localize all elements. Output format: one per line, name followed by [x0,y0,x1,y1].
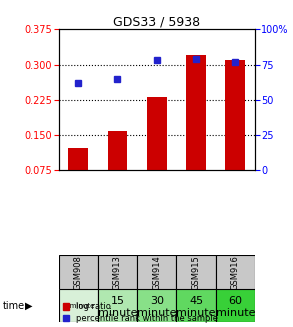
Text: 30: 30 [150,296,164,306]
Text: minute: minute [137,308,176,318]
Bar [59,289,98,322]
Text: GSM914: GSM914 [152,255,161,290]
Bar [137,289,176,322]
Bar [68,148,88,206]
Bar [98,289,137,322]
Title: GDS33 / 5938: GDS33 / 5938 [113,15,200,28]
Bar [98,255,137,289]
Text: GSM913: GSM913 [113,255,122,290]
Bar [216,289,255,322]
Text: minute: minute [216,308,255,318]
Bar [186,55,206,206]
Bar [176,289,216,322]
Bar [147,97,166,206]
Bar [226,60,245,206]
Text: GSM916: GSM916 [231,255,240,290]
Text: 45: 45 [189,296,203,306]
Text: GSM915: GSM915 [192,255,200,290]
Text: minute: minute [98,308,137,318]
Text: minute: minute [176,308,216,318]
Text: 60: 60 [228,296,242,306]
Bar [216,255,255,289]
Text: ▶: ▶ [25,301,33,311]
Bar [59,255,98,289]
Text: 15: 15 [110,296,125,306]
Legend: log ratio, percentile rank within the sample: log ratio, percentile rank within the sa… [63,302,218,323]
Bar [176,255,216,289]
Text: time: time [3,301,25,311]
Text: 5 minute: 5 minute [62,303,94,309]
Bar [137,255,176,289]
Text: GSM908: GSM908 [74,255,83,290]
Bar [108,131,127,206]
